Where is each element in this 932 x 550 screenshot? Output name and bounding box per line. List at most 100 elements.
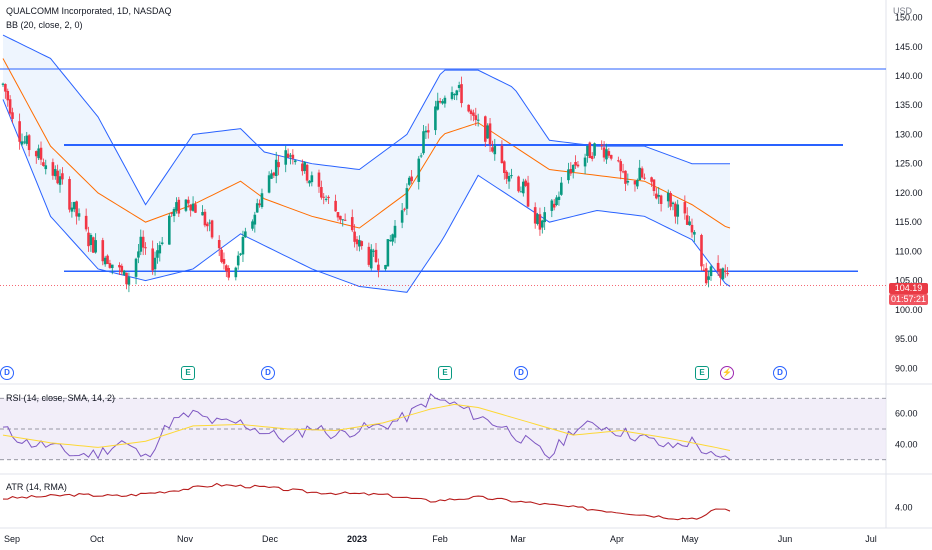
candle-body <box>624 170 627 184</box>
dividend-event-icon[interactable]: D <box>261 366 275 380</box>
candle-body <box>244 231 247 238</box>
candle-body <box>343 219 347 221</box>
atr-legend[interactable]: ATR (14, RMA) <box>6 482 67 492</box>
candle-body <box>377 264 380 271</box>
candle-body <box>683 202 687 214</box>
candle-body <box>267 175 271 193</box>
candle-body <box>18 121 21 142</box>
candle-body <box>693 231 696 235</box>
candle-body <box>84 215 88 230</box>
candle-body <box>533 207 537 224</box>
candle-body <box>372 250 375 252</box>
candle-body <box>56 170 59 184</box>
price-tick-label: 135.00 <box>895 100 923 110</box>
candle-body <box>360 241 364 247</box>
candle-body <box>436 100 440 110</box>
candle-body <box>303 161 307 171</box>
candle-body <box>405 188 409 209</box>
candle-body <box>707 276 710 280</box>
candle-body <box>669 193 672 207</box>
candle-body <box>374 249 378 263</box>
price-tick-label: 120.00 <box>895 188 923 198</box>
candle-body <box>434 106 437 131</box>
price-tick-label: 90.00 <box>895 363 918 373</box>
candle-body <box>507 176 511 182</box>
candle-body <box>393 225 397 238</box>
candle-body <box>474 115 478 121</box>
price-tick-label: 150.00 <box>895 13 923 23</box>
candle-body <box>144 247 147 249</box>
candle-body <box>25 135 29 144</box>
candle-body <box>388 239 392 242</box>
candle-body <box>721 268 725 280</box>
atr-line <box>2 482 731 521</box>
candle-body <box>253 214 257 225</box>
candle-body <box>355 239 359 245</box>
candle-body <box>270 173 273 179</box>
candle-body <box>139 236 143 252</box>
candle-body <box>177 199 181 214</box>
candle-body <box>605 149 608 160</box>
earnings-event-icon[interactable]: E <box>181 366 195 380</box>
earnings-event-icon[interactable]: E <box>438 366 452 380</box>
candle-body <box>184 199 188 211</box>
candle-body <box>450 92 454 99</box>
candle-body <box>1 83 5 85</box>
candle-body <box>339 215 342 220</box>
candle-body <box>391 234 394 242</box>
rsi-tick-label: 40.00 <box>895 439 918 449</box>
candle-body <box>476 119 480 121</box>
dividend-event-icon[interactable]: D <box>514 366 528 380</box>
candle-body <box>709 266 713 277</box>
candle-body <box>633 180 637 185</box>
candle-body <box>367 246 371 265</box>
candle-body <box>671 202 675 205</box>
candle-body <box>158 245 162 254</box>
candle-body <box>486 125 489 139</box>
earnings-event-icon[interactable]: E <box>695 366 709 380</box>
candle-body <box>293 160 297 163</box>
candle-body <box>517 176 520 192</box>
x-tick-label: Nov <box>177 534 194 544</box>
candle-body <box>108 263 112 268</box>
candle-body <box>719 268 722 278</box>
dividend-event-icon[interactable]: D <box>0 366 14 380</box>
candle-body <box>369 249 373 269</box>
candle-body <box>94 240 97 253</box>
candle-body <box>272 172 276 176</box>
candle-body <box>118 265 121 268</box>
candle-body <box>175 202 178 211</box>
candle-body <box>194 204 197 213</box>
candle-body <box>636 180 639 187</box>
symbol-legend[interactable]: QUALCOMM Incorporated, 1D, NASDAQ <box>6 6 172 16</box>
candle-body <box>453 94 456 96</box>
candle-body <box>222 258 226 264</box>
rsi-legend[interactable]: RSI (14, close, SMA, 14, 2) <box>6 393 116 403</box>
price-tick-label: 145.00 <box>895 42 923 52</box>
candle-body <box>619 161 623 172</box>
candle-body <box>220 249 223 262</box>
candle-body <box>358 240 361 247</box>
candle-body <box>460 84 463 104</box>
price-tick-label: 100.00 <box>895 305 923 315</box>
split-event-icon[interactable]: ⚡ <box>720 366 734 380</box>
candle-body <box>538 214 542 230</box>
candle-body <box>571 164 575 173</box>
candle-body <box>550 200 554 211</box>
candle-body <box>593 143 596 156</box>
candle-body <box>621 171 625 173</box>
bb-legend[interactable]: BB (20, close, 2, 0) <box>6 20 83 30</box>
candle-body <box>493 145 497 155</box>
dividend-event-icon[interactable]: D <box>773 366 787 380</box>
candle-body <box>51 162 55 176</box>
candle-body <box>407 177 411 185</box>
candle-body <box>522 181 525 194</box>
candle-body <box>586 145 589 156</box>
bb-upper-line <box>2 34 730 206</box>
candle-body <box>588 142 592 159</box>
candle-body <box>626 180 630 183</box>
candle-body <box>652 179 656 192</box>
candle-body <box>659 195 663 204</box>
candle-body <box>210 220 214 238</box>
